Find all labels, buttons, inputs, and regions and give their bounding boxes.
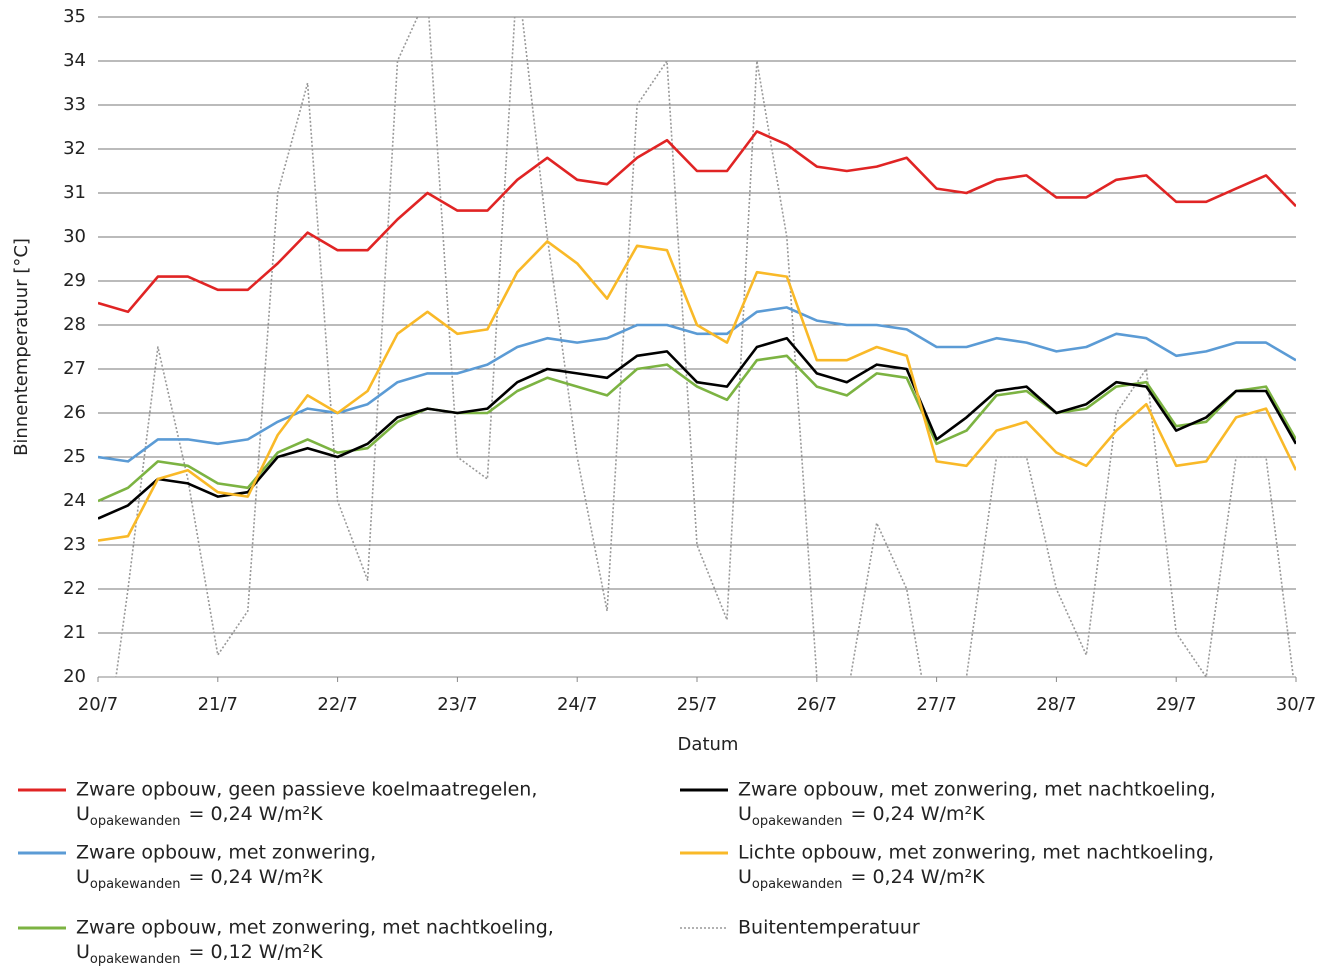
y-tick-label: 20 [63,666,86,687]
legend-label: Zware opbouw, geen passieve koelmaatrege… [76,779,537,801]
x-tick-label: 29/7 [1156,694,1196,715]
x-tick-label: 27/7 [916,694,956,715]
unit-subscript: opakewanden [90,952,181,967]
x-tick-label: 20/7 [78,694,118,715]
unit-value: = 0,12 W/m²K [188,941,323,963]
y-tick-label: 33 [63,94,86,115]
unit-value: = 0,24 W/m²K [188,803,323,825]
unit-symbol: U [738,803,752,825]
y-tick-label: 32 [63,138,86,159]
x-tick-label: 21/7 [198,694,238,715]
x-tick-label: 28/7 [1036,694,1076,715]
unit-subscript: opakewanden [752,814,843,829]
x-tick-label: 24/7 [557,694,597,715]
legend-label: Zware opbouw, met zonwering, met nachtko… [738,779,1216,801]
y-tick-label: 24 [63,490,86,511]
legend-unit: Uopakewanden = 0,24 W/m²K [738,803,985,829]
unit-symbol: U [76,866,90,888]
unit-value: = 0,24 W/m²K [850,803,985,825]
y-tick-label: 35 [63,6,86,27]
legend-label: Lichte opbouw, met zonwering, met nachtk… [738,842,1214,864]
outdoor-line [115,17,1295,677]
y-tick-label: 21 [63,622,86,643]
y-tick-label: 34 [63,50,86,71]
legend-unit: Uopakewanden = 0,24 W/m²K [76,803,323,829]
unit-subscript: opakewanden [90,814,181,829]
y-tick-label: 31 [63,182,86,203]
legend-unit: Uopakewanden = 0,12 W/m²K [76,941,323,967]
unit-symbol: U [76,941,90,963]
legend-label: Zware opbouw, met zonwering, met nachtko… [76,917,554,939]
unit-symbol: U [76,803,90,825]
y-tick-label: 28 [63,314,86,335]
unit-subscript: opakewanden [752,877,843,892]
y-tick-label: 29 [63,270,86,291]
x-tick-label: 26/7 [797,694,837,715]
y-tick-label: 23 [63,534,86,555]
series-line [98,130,1296,314]
x-tick-label: 30/7 [1276,694,1316,715]
y-tick-label: 22 [63,578,86,599]
legend-label: Buitentemperatuur [738,917,920,939]
unit-subscript: opakewanden [90,877,181,892]
y-tick-label: 27 [63,358,86,379]
x-axis-title: Datum [678,734,739,755]
series-line [98,336,1296,520]
y-tick-label: 25 [63,446,86,467]
y-axis-title: Binnentemperatuur [°C] [11,238,32,456]
legend-label: Zware opbouw, met zonwering, [76,842,376,864]
legend-unit: Uopakewanden = 0,24 W/m²K [738,866,985,892]
unit-value: = 0,24 W/m²K [850,866,985,888]
legend-unit: Uopakewanden = 0,24 W/m²K [76,866,323,892]
y-tick-label: 26 [63,402,86,423]
unit-value: = 0,24 W/m²K [188,866,323,888]
series-line [98,240,1296,542]
y-tick-label: 30 [63,226,86,247]
x-tick-label: 23/7 [437,694,477,715]
x-tick-label: 25/7 [677,694,717,715]
x-tick-label: 22/7 [317,694,357,715]
series-line [98,306,1296,463]
series-line [98,354,1296,503]
unit-symbol: U [738,866,752,888]
